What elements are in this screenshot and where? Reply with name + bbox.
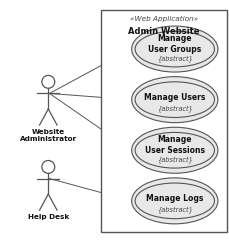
Text: Manage
User Groups: Manage User Groups bbox=[147, 34, 201, 54]
Ellipse shape bbox=[131, 26, 217, 72]
Text: Manage
User Sessions: Manage User Sessions bbox=[144, 136, 204, 155]
Text: Help Desk: Help Desk bbox=[27, 214, 69, 220]
Text: {abstract}: {abstract} bbox=[156, 207, 192, 214]
Ellipse shape bbox=[135, 183, 213, 219]
Text: {abstract}: {abstract} bbox=[156, 55, 192, 62]
Text: {abstract}: {abstract} bbox=[156, 156, 192, 163]
Ellipse shape bbox=[131, 77, 217, 123]
Text: {abstract}: {abstract} bbox=[156, 105, 192, 112]
Ellipse shape bbox=[131, 127, 217, 173]
Ellipse shape bbox=[135, 31, 213, 67]
Text: Website
Administrator: Website Administrator bbox=[20, 129, 76, 142]
Circle shape bbox=[42, 160, 55, 173]
Text: Manage Users: Manage Users bbox=[144, 93, 204, 102]
Ellipse shape bbox=[131, 178, 217, 224]
Bar bbox=[101, 10, 226, 232]
Ellipse shape bbox=[135, 132, 213, 168]
Ellipse shape bbox=[135, 82, 213, 117]
Text: Manage Logs: Manage Logs bbox=[145, 194, 203, 203]
Text: Admin Website: Admin Website bbox=[128, 26, 199, 35]
Circle shape bbox=[42, 75, 55, 88]
Text: «Web Application»: «Web Application» bbox=[129, 16, 197, 22]
